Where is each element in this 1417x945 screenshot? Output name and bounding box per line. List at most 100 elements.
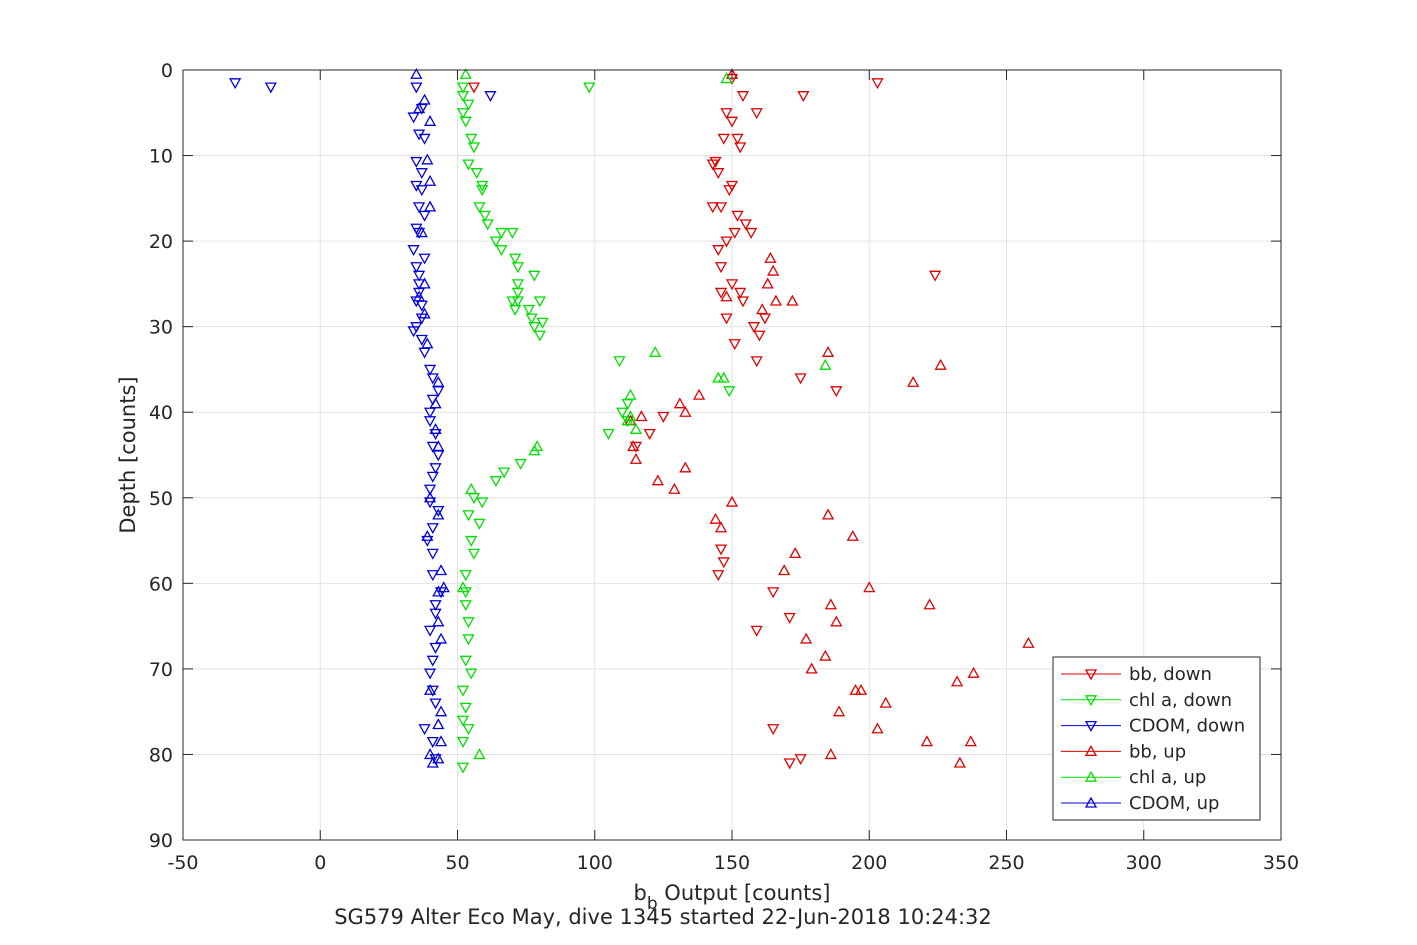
legend-entry: CDOM, up bbox=[1061, 793, 1219, 814]
data-point bbox=[522, 304, 535, 316]
data-point bbox=[465, 133, 478, 145]
data-point bbox=[629, 452, 643, 464]
data-point bbox=[456, 91, 470, 103]
data-point bbox=[745, 227, 758, 239]
caption: SG579 Alter Eco May, dive 1345 started 2… bbox=[334, 905, 992, 929]
x-axis-title-subscript: b bbox=[647, 894, 658, 914]
data-point bbox=[415, 334, 428, 346]
data-point bbox=[473, 748, 486, 760]
x-tick-label: 0 bbox=[314, 852, 326, 874]
data-point bbox=[423, 114, 437, 126]
data-point bbox=[846, 529, 859, 541]
legend-box bbox=[1052, 656, 1261, 821]
data-point bbox=[421, 535, 434, 547]
data-point bbox=[426, 471, 439, 483]
data-point bbox=[720, 313, 733, 325]
data-point bbox=[602, 428, 615, 440]
data-point bbox=[778, 564, 791, 576]
data-point bbox=[426, 685, 439, 697]
data-point bbox=[830, 615, 843, 627]
data-point bbox=[456, 82, 470, 94]
data-point bbox=[657, 411, 670, 423]
x-axis-title: bb Output [counts] bbox=[633, 881, 830, 914]
data-point bbox=[734, 142, 747, 154]
data-point bbox=[264, 82, 277, 94]
data-point bbox=[613, 356, 626, 368]
data-point bbox=[714, 287, 728, 299]
x-axis-title-rest: Output [counts] bbox=[658, 881, 831, 905]
data-point bbox=[423, 497, 437, 509]
data-point bbox=[432, 718, 445, 730]
data-point bbox=[412, 290, 426, 302]
data-point bbox=[429, 422, 442, 434]
data-point bbox=[934, 358, 947, 370]
data-point bbox=[756, 303, 769, 315]
data-point bbox=[819, 649, 832, 661]
data-point bbox=[426, 655, 439, 667]
data-point bbox=[465, 482, 478, 494]
data-point bbox=[528, 444, 541, 456]
data-point bbox=[423, 625, 437, 637]
data-point bbox=[426, 756, 439, 768]
data-point bbox=[511, 262, 524, 274]
x-tick-label: 50 bbox=[445, 852, 469, 874]
data-point bbox=[907, 375, 920, 387]
legend-marker bbox=[1084, 695, 1098, 707]
series-chl-a-down bbox=[456, 82, 736, 774]
data-point bbox=[731, 210, 744, 222]
data-point bbox=[750, 108, 763, 120]
data-point bbox=[412, 270, 426, 282]
data-point bbox=[714, 521, 728, 533]
data-point bbox=[717, 557, 730, 569]
data-point bbox=[923, 598, 936, 610]
data-point bbox=[429, 698, 442, 710]
data-point bbox=[476, 185, 489, 197]
data-point bbox=[750, 356, 763, 368]
data-point bbox=[473, 518, 486, 530]
data-point bbox=[953, 756, 966, 768]
series-cdom-down bbox=[229, 78, 497, 766]
data-point bbox=[423, 364, 437, 376]
data-point bbox=[734, 287, 747, 299]
series-cdom-up bbox=[410, 67, 450, 768]
data-point bbox=[736, 91, 750, 103]
data-point bbox=[418, 253, 431, 265]
data-point bbox=[879, 696, 892, 708]
legend: bb, down chl a, down CDOM, down bb, up chl a… bbox=[1052, 656, 1261, 821]
data-point bbox=[432, 375, 445, 387]
x-tick-label: 350 bbox=[1263, 852, 1299, 874]
data-point bbox=[456, 685, 470, 697]
series-bb-down bbox=[467, 73, 942, 770]
data-point bbox=[423, 200, 437, 212]
data-point bbox=[805, 662, 818, 674]
data-point bbox=[465, 668, 478, 680]
data-point bbox=[415, 168, 428, 180]
data-point bbox=[426, 523, 439, 535]
data-point bbox=[426, 570, 439, 582]
data-point bbox=[725, 116, 739, 128]
data-point bbox=[467, 548, 481, 560]
data-point bbox=[712, 570, 725, 582]
data-point bbox=[432, 752, 445, 764]
data-point bbox=[794, 373, 807, 385]
legend-entry: chl a, down bbox=[1061, 690, 1232, 711]
data-point bbox=[709, 156, 722, 168]
data-point bbox=[767, 724, 780, 736]
data-point bbox=[533, 330, 546, 342]
data-point bbox=[481, 219, 494, 231]
y-tick-label: 80 bbox=[149, 744, 173, 766]
data-point bbox=[418, 133, 431, 145]
legend-entry: chl a, up bbox=[1061, 767, 1206, 788]
data-point bbox=[692, 388, 706, 400]
data-points bbox=[229, 67, 1035, 774]
data-point bbox=[725, 279, 739, 291]
data-point bbox=[429, 397, 442, 409]
data-point bbox=[761, 277, 774, 289]
data-point bbox=[434, 705, 448, 717]
y-tick-label: 70 bbox=[149, 659, 173, 681]
x-axis-title-main: b bbox=[633, 881, 646, 905]
data-point bbox=[511, 287, 524, 299]
y-tick-label: 30 bbox=[149, 317, 173, 339]
data-point bbox=[509, 304, 522, 316]
data-point bbox=[920, 735, 933, 747]
